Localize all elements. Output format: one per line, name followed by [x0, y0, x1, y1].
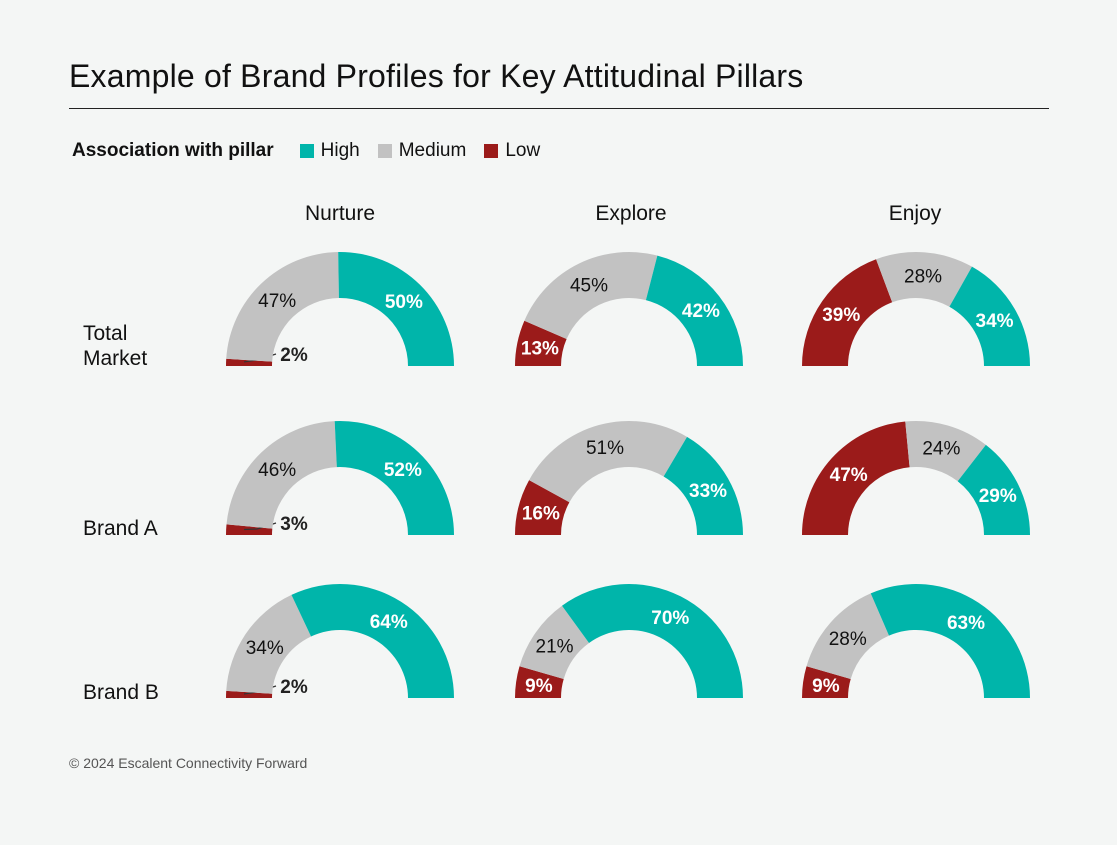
gauge-label-medium-total-market-enjoy: 28%	[904, 266, 942, 287]
gauge-label-low-total-market-enjoy: 39%	[822, 305, 860, 326]
gauge-label-medium-total-market-nurture: 47%	[258, 291, 296, 312]
gauge-label-medium-brand-b-nurture: 34%	[246, 638, 284, 659]
gauge-label-high-brand-b-enjoy: 63%	[947, 613, 985, 634]
gauge-label-medium-brand-a-enjoy: 24%	[922, 439, 960, 460]
legend-item-low: Low	[484, 140, 540, 162]
legend-item-high: High	[299, 140, 360, 162]
legend-label-high: High	[320, 140, 360, 161]
gauge-label-low-brand-b-nurture: 2%	[280, 677, 308, 698]
column-label-nurture: Nurture	[304, 202, 376, 225]
gauge-segment-medium-brand-a-nurture	[226, 421, 337, 529]
gauge-segment-medium-total-market-nurture	[226, 252, 339, 362]
gauge-segment-high-brand-a-nurture	[334, 421, 454, 535]
gauge-segment-low-brand-b-nurture	[226, 690, 273, 698]
gauge-label-low-brand-b-enjoy: 9%	[812, 676, 840, 697]
gauge-segment-medium-brand-a-enjoy	[905, 421, 986, 482]
gauge-segment-high-brand-a-enjoy	[957, 444, 1030, 535]
gauge-segment-low-brand-a-enjoy	[802, 421, 910, 535]
legend-swatch-low	[484, 144, 499, 158]
gauge-label-high-total-market-nurture: 50%	[385, 292, 423, 313]
gauge-label-high-total-market-explore: 42%	[682, 301, 720, 322]
gauge-label-medium-total-market-explore: 45%	[570, 275, 608, 296]
gauge-segment-high-brand-b-explore	[561, 584, 743, 698]
row-label-total-market: Total Market	[83, 321, 147, 371]
gauge-segment-low-brand-b-enjoy	[802, 666, 851, 698]
row-label-brand-b: Brand B	[83, 680, 159, 705]
column-label-explore: Explore	[595, 202, 667, 225]
legend-label-low: Low	[505, 140, 541, 161]
row-label-brand-a: Brand A	[83, 516, 158, 541]
gauge-label-low-total-market-explore: 13%	[521, 339, 559, 360]
gauge-label-high-brand-a-enjoy: 29%	[979, 486, 1017, 507]
title-divider	[69, 108, 1049, 109]
legend-swatch-medium	[377, 144, 392, 158]
gauge-label-high-brand-b-explore: 70%	[651, 608, 689, 629]
gauge-segment-low-total-market-enjoy	[802, 259, 893, 366]
column-label-enjoy: Enjoy	[888, 202, 942, 225]
row-label-line: Brand A	[83, 517, 158, 540]
gauge-segment-medium-total-market-enjoy	[876, 252, 972, 307]
legend-title: Association with pillar	[72, 140, 274, 161]
gauge-segment-high-total-market-enjoy	[949, 266, 1030, 366]
gauge-segment-low-total-market-explore	[515, 320, 567, 366]
legend-item-medium: Medium	[377, 140, 467, 162]
gauge-segment-high-brand-b-enjoy	[870, 584, 1030, 698]
gauge-label-high-brand-b-nurture: 64%	[370, 612, 408, 633]
gauge-label-low-brand-a-nurture: 3%	[280, 514, 308, 535]
gauge-segment-high-brand-a-explore	[663, 436, 743, 535]
legend-label-medium: Medium	[398, 140, 467, 161]
gauge-label-low-brand-a-enjoy: 47%	[830, 465, 868, 486]
gauge-label-low-brand-b-explore: 9%	[525, 676, 553, 697]
gauge-segment-low-brand-b-explore	[515, 666, 564, 698]
legend-swatch-high	[299, 144, 314, 158]
gauge-segment-high-brand-b-nurture	[291, 584, 454, 698]
gauge-label-medium-brand-a-nurture: 46%	[258, 460, 296, 481]
gauge-segment-medium-brand-b-nurture	[226, 594, 312, 694]
gauge-label-low-brand-a-explore: 16%	[522, 503, 560, 524]
gauge-label-low-total-market-nurture: 2%	[280, 345, 308, 366]
gauge-label-high-brand-a-explore: 33%	[689, 481, 727, 502]
chart-title: Example of Brand Profiles for Key Attitu…	[69, 58, 804, 94]
gauge-label-medium-brand-b-explore: 21%	[536, 637, 574, 658]
gauge-segment-medium-brand-b-explore	[519, 605, 590, 680]
gauge-label-high-brand-a-nurture: 52%	[384, 460, 422, 481]
gauge-segment-low-brand-a-explore	[515, 480, 570, 535]
gauge-segment-low-total-market-nurture	[226, 358, 273, 366]
row-label-line: Total	[83, 322, 128, 345]
row-label-line: Brand B	[83, 681, 159, 704]
gauge-label-medium-brand-b-enjoy: 28%	[829, 629, 867, 650]
row-label-line: Market	[83, 347, 148, 370]
copyright-footer: © 2024 Escalent Connectivity Forward	[69, 755, 308, 771]
gauge-segment-medium-brand-a-explore	[529, 420, 688, 503]
gauge-label-medium-brand-a-explore: 51%	[586, 438, 624, 459]
gauge-segment-medium-total-market-explore	[524, 251, 658, 339]
legend: Association with pillar High Medium Low	[72, 140, 558, 162]
gauge-label-high-total-market-enjoy: 34%	[976, 311, 1014, 332]
gauge-segment-high-total-market-explore	[645, 255, 743, 366]
gauge-segment-medium-brand-b-enjoy	[806, 593, 889, 680]
gauge-segment-high-total-market-nurture	[338, 252, 454, 366]
